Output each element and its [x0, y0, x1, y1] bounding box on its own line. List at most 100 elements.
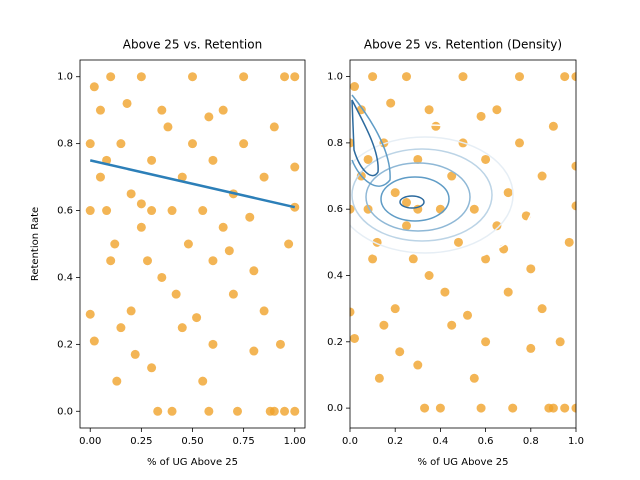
scatter-point — [177, 323, 187, 333]
chart-title: Above 25 vs. Retention (Density) — [364, 38, 562, 52]
scatter-point — [245, 212, 255, 222]
scatter-point — [350, 82, 360, 92]
scatter-point — [431, 121, 441, 131]
scatter-point — [143, 256, 152, 266]
x-tick-label: 1.0 — [568, 436, 584, 447]
scatter-point — [492, 221, 502, 231]
scatter-point — [157, 105, 167, 115]
scatter-point — [368, 72, 378, 82]
scatter-point — [413, 154, 423, 164]
x-axis-label: % of UG Above 25 — [147, 457, 238, 468]
scatter-point — [560, 403, 570, 413]
scatter-point — [153, 406, 163, 416]
scatter-point — [102, 206, 112, 216]
y-tick-label: 0.0 — [57, 406, 73, 417]
y-tick-label: 0.2 — [327, 337, 343, 348]
regression-line — [89, 159, 296, 209]
x-tick-label: 0.75 — [233, 436, 255, 447]
scatter-point — [147, 155, 157, 165]
y-tick-label: 0.8 — [57, 139, 73, 150]
scatter-point — [95, 105, 105, 115]
density-contour — [336, 136, 514, 254]
scatter-point — [85, 139, 95, 149]
scatter-point — [280, 72, 290, 82]
scatter-point — [447, 320, 457, 330]
scatter-point — [447, 171, 457, 181]
scatter-point — [368, 254, 378, 264]
scatter-point — [218, 222, 228, 232]
scatter-point — [515, 72, 524, 82]
scatter-point — [89, 82, 99, 92]
scatter-point — [503, 287, 513, 297]
x-tick-label: 0.4 — [432, 436, 448, 447]
scatter-point — [269, 122, 279, 132]
scatter-point — [259, 306, 269, 316]
density-contour — [365, 162, 471, 232]
scatter-point — [284, 239, 294, 249]
y-tick-label: 1.0 — [57, 72, 73, 83]
x-tick-label: 1.00 — [284, 436, 306, 447]
scatter-point — [130, 349, 140, 359]
scatter-point — [89, 336, 99, 346]
y-tick-label: 0.4 — [327, 270, 343, 281]
y-tick-label: 0.6 — [57, 206, 73, 217]
scatter-point — [435, 204, 445, 214]
density-contour — [351, 99, 379, 177]
scatter-point — [469, 204, 479, 214]
mask — [576, 0, 640, 480]
scatter-point — [476, 111, 486, 121]
density-contour — [399, 195, 425, 209]
mask — [80, 0, 305, 60]
scatter-point — [548, 403, 558, 413]
density-contour — [380, 176, 450, 222]
scatter-point — [249, 346, 259, 356]
scatter-point — [188, 139, 197, 149]
scatter-point — [147, 363, 157, 373]
x-tick-label: 0.0 — [342, 436, 358, 447]
scatter-point — [390, 304, 400, 314]
scatter-point — [435, 403, 445, 413]
mask — [306, 0, 350, 480]
scatter-point — [116, 323, 126, 333]
scatter-point — [167, 406, 177, 416]
scatter-point — [112, 376, 122, 386]
scatter-point — [290, 406, 300, 416]
scatter-point — [555, 337, 565, 347]
scatter-point — [386, 98, 396, 108]
scatter-point — [537, 171, 547, 181]
scatter-point — [469, 373, 479, 383]
mask — [80, 428, 305, 480]
scatter-point — [85, 206, 95, 216]
scatter-point — [424, 270, 434, 280]
density-contours — [324, 94, 536, 266]
y-tick-label: 0.4 — [57, 272, 73, 283]
scatter-point — [374, 373, 384, 383]
scatter-point — [390, 188, 400, 198]
scatter-point — [508, 403, 518, 413]
y-tick-label: 0.6 — [327, 204, 343, 215]
scatter-point — [379, 320, 389, 330]
scatter-point — [198, 376, 208, 386]
x-tick-label: 0.50 — [181, 436, 203, 447]
scatter-point — [208, 339, 218, 349]
scatter-point — [420, 403, 430, 413]
scatter-point — [275, 339, 285, 349]
scatter-point — [476, 403, 486, 413]
mask — [350, 0, 576, 60]
x-tick-label: 0.8 — [523, 436, 539, 447]
scatter-point — [192, 313, 202, 323]
scatter-point — [239, 139, 249, 149]
scatter-point — [228, 289, 238, 299]
scatter-point — [126, 306, 136, 316]
scatter-point — [280, 406, 290, 416]
scatter-point — [110, 239, 120, 249]
scatter-point — [259, 172, 269, 182]
scatter-point — [177, 172, 187, 182]
scatter-point — [424, 105, 434, 115]
scatter-point — [503, 188, 513, 198]
scatter-point — [167, 206, 177, 216]
axes-frame — [349, 59, 577, 429]
scatter-point — [136, 199, 146, 209]
scatter-point — [95, 172, 105, 182]
scatter-point — [526, 264, 536, 274]
